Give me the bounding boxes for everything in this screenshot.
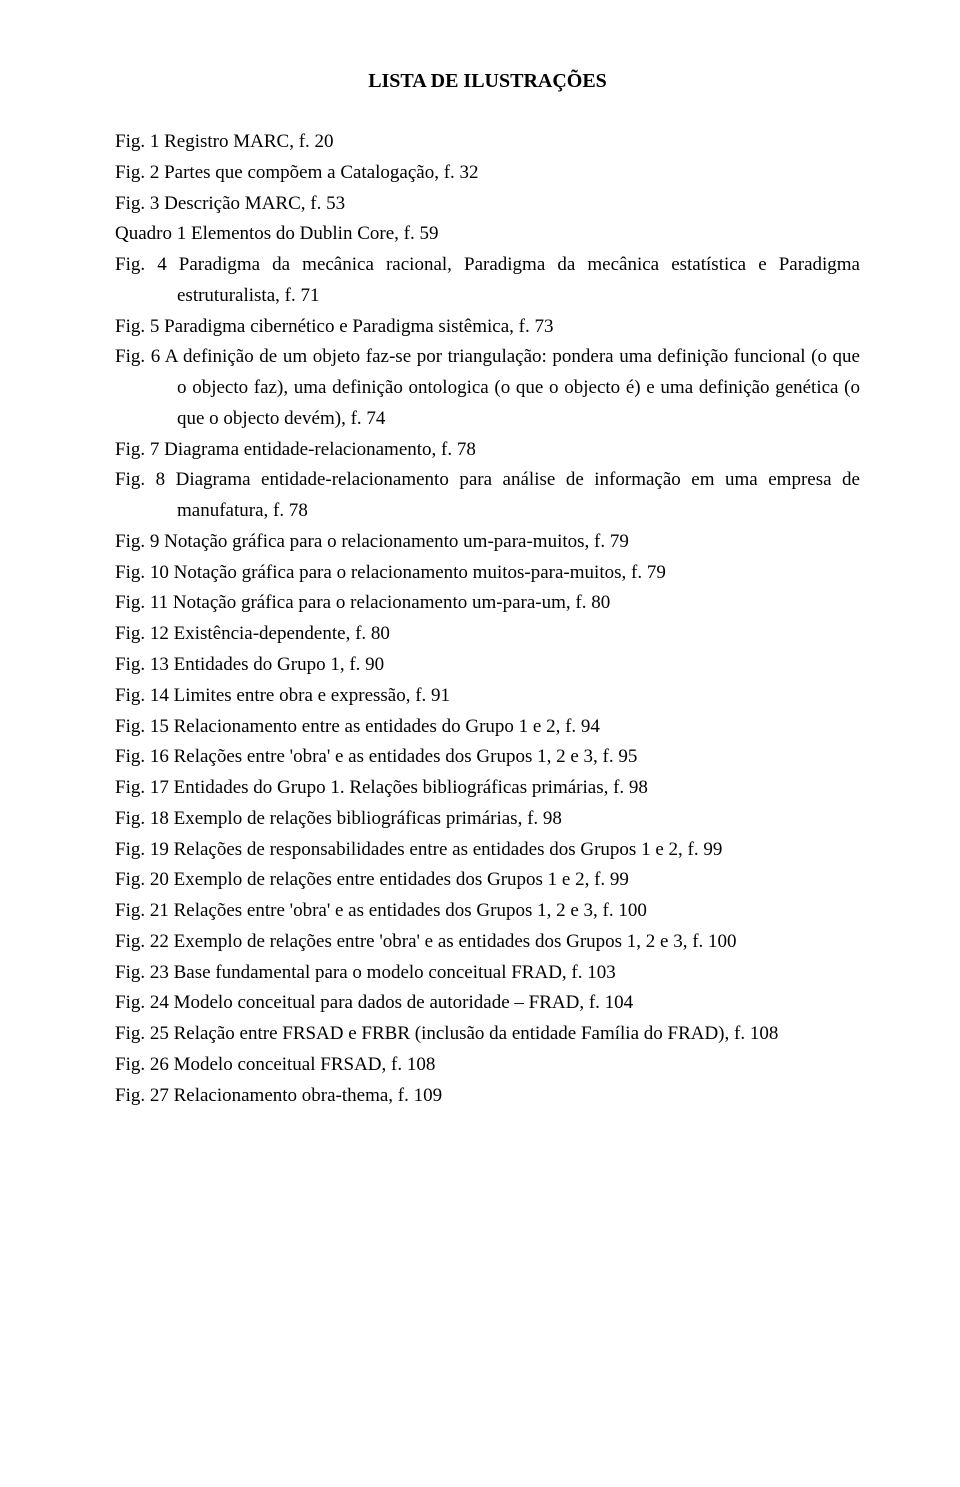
list-item: Fig. 16 Relações entre 'obra' e as entid… [115, 742, 860, 773]
page-container: LISTA DE ILUSTRAÇÕES Fig. 1 Registro MAR… [0, 0, 960, 1182]
page-title: LISTA DE ILUSTRAÇÕES [115, 70, 860, 93]
list-item: Fig. 27 Relacionamento obra-thema, f. 10… [115, 1081, 860, 1112]
list-item: Fig. 3 Descrição MARC, f. 53 [115, 189, 860, 220]
list-item: Fig. 17 Entidades do Grupo 1. Relações b… [115, 773, 860, 804]
list-item: Fig. 12 Existência-dependente, f. 80 [115, 619, 860, 650]
list-item: Fig. 10 Notação gráfica para o relaciona… [115, 558, 860, 589]
list-item: Fig. 7 Diagrama entidade-relacionamento,… [115, 435, 860, 466]
list-item: Fig. 24 Modelo conceitual para dados de … [115, 988, 860, 1019]
illustrations-list: Fig. 1 Registro MARC, f. 20Fig. 2 Partes… [115, 127, 860, 1112]
list-item: Fig. 14 Limites entre obra e expressão, … [115, 681, 860, 712]
list-item: Fig. 21 Relações entre 'obra' e as entid… [115, 896, 860, 927]
list-item: Fig. 19 Relações de responsabilidades en… [115, 835, 860, 866]
list-item: Fig. 26 Modelo conceitual FRSAD, f. 108 [115, 1050, 860, 1081]
list-item: Fig. 9 Notação gráfica para o relacionam… [115, 527, 860, 558]
list-item: Fig. 18 Exemplo de relações bibliográfic… [115, 804, 860, 835]
list-item: Fig. 20 Exemplo de relações entre entida… [115, 865, 860, 896]
list-item: Fig. 5 Paradigma cibernético e Paradigma… [115, 312, 860, 343]
list-item: Fig. 25 Relação entre FRSAD e FRBR (incl… [115, 1019, 860, 1050]
list-item: Fig. 22 Exemplo de relações entre 'obra'… [115, 927, 860, 958]
list-item: Fig. 4 Paradigma da mecânica racional, P… [115, 250, 860, 312]
list-item: Fig. 8 Diagrama entidade-relacionamento … [115, 465, 860, 527]
list-item: Fig. 6 A definição de um objeto faz-se p… [115, 342, 860, 434]
list-item: Fig. 23 Base fundamental para o modelo c… [115, 958, 860, 989]
list-item: Fig. 2 Partes que compõem a Catalogação,… [115, 158, 860, 189]
list-item: Fig. 11 Notação gráfica para o relaciona… [115, 588, 860, 619]
list-item: Fig. 1 Registro MARC, f. 20 [115, 127, 860, 158]
list-item: Fig. 13 Entidades do Grupo 1, f. 90 [115, 650, 860, 681]
list-item: Quadro 1 Elementos do Dublin Core, f. 59 [115, 219, 860, 250]
list-item: Fig. 15 Relacionamento entre as entidade… [115, 712, 860, 743]
